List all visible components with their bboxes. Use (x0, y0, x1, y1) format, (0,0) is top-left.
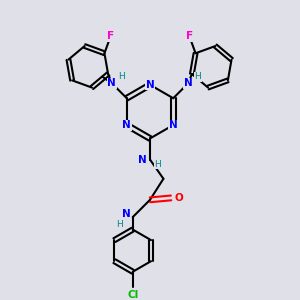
Text: H: H (118, 72, 125, 81)
Text: N: N (122, 209, 130, 219)
Text: N: N (107, 78, 116, 88)
Text: H: H (154, 160, 161, 169)
Text: F: F (186, 31, 193, 41)
Text: N: N (184, 78, 193, 88)
Text: H: H (194, 72, 201, 81)
Text: O: O (174, 193, 183, 203)
Text: Cl: Cl (127, 290, 138, 300)
Text: N: N (169, 120, 178, 130)
Text: N: N (138, 154, 147, 165)
Text: N: N (122, 120, 131, 130)
Text: N: N (146, 80, 154, 90)
Text: H: H (116, 220, 123, 229)
Text: F: F (107, 31, 114, 41)
